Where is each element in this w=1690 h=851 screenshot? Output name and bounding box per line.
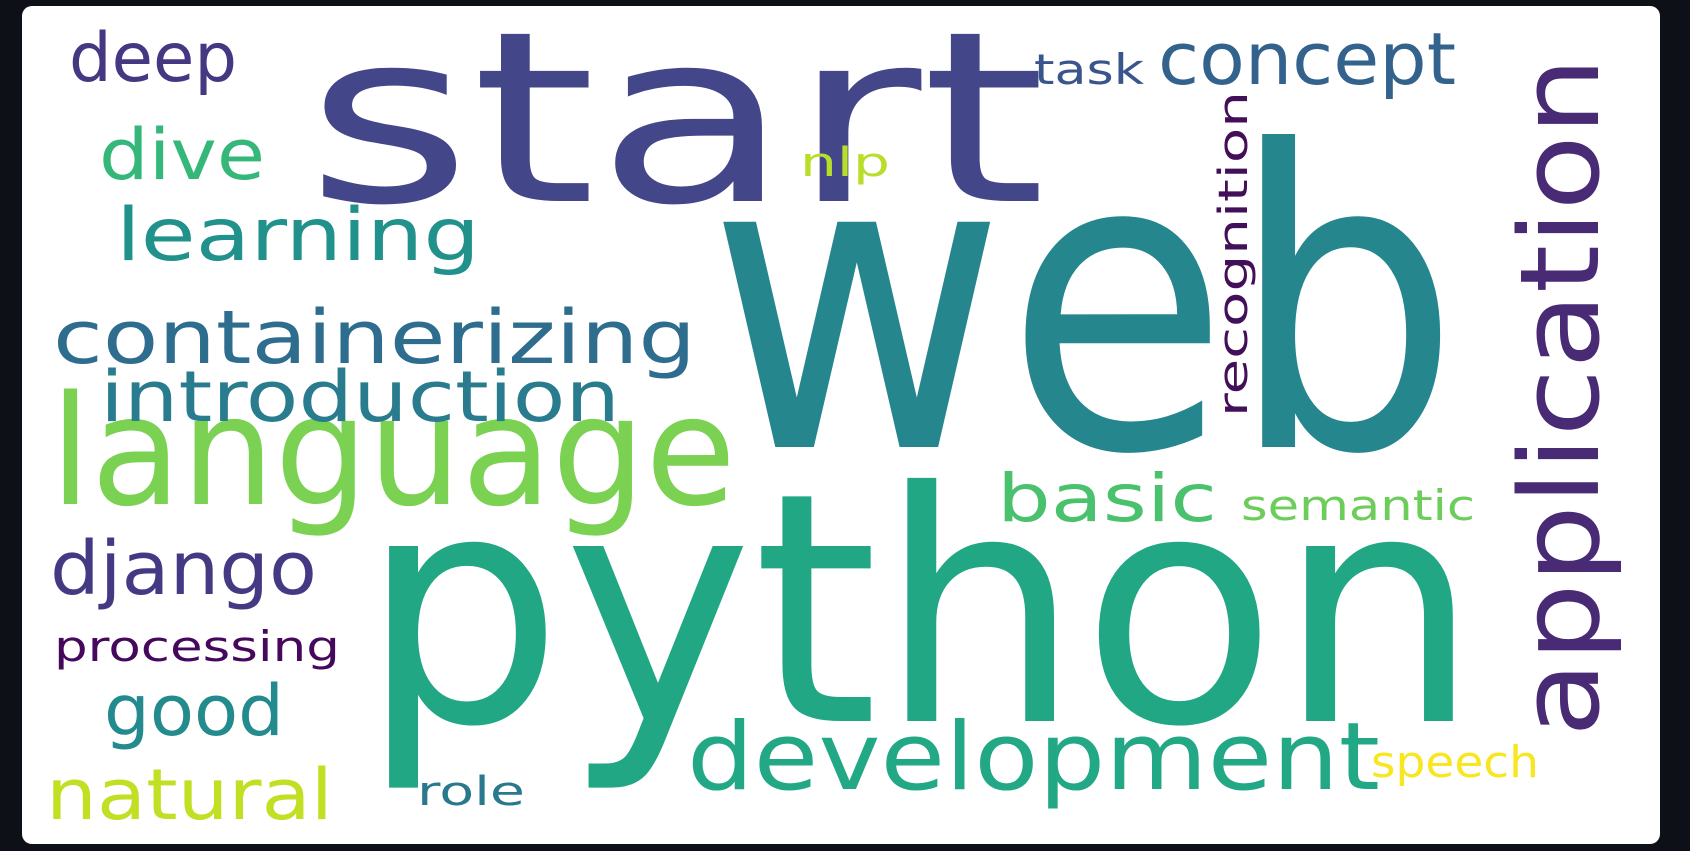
word-role: role <box>417 769 525 815</box>
word-python: python <box>360 425 1480 797</box>
word-cloud-card: web start python language development ap… <box>22 6 1660 844</box>
word-task: task <box>1034 45 1145 94</box>
word-cloud: web start python language development ap… <box>46 6 1624 836</box>
word-concept: concept <box>1158 17 1456 101</box>
word-recognition: recognition <box>1211 91 1257 417</box>
word-django: django <box>50 526 317 612</box>
word-language: language <box>50 363 736 540</box>
word-semantic: semantic <box>1241 481 1475 530</box>
word-processing: processing <box>54 622 340 671</box>
word-application: application <box>1496 57 1624 737</box>
word-nlp: nlp <box>800 140 890 186</box>
word-dive: dive <box>99 114 265 196</box>
word-start: start <box>306 6 1046 258</box>
word-development: development <box>687 703 1380 812</box>
word-learning: learning <box>116 193 480 278</box>
word-basic: basic <box>997 460 1217 537</box>
word-good: good <box>104 670 284 752</box>
word-introduction: introduction <box>100 356 620 438</box>
word-deep: deep <box>69 19 237 98</box>
word-containerizing: containerizing <box>53 295 696 381</box>
word-speech: speech <box>1371 737 1539 788</box>
word-web: web <box>708 66 1460 545</box>
word-natural: natural <box>46 754 333 836</box>
